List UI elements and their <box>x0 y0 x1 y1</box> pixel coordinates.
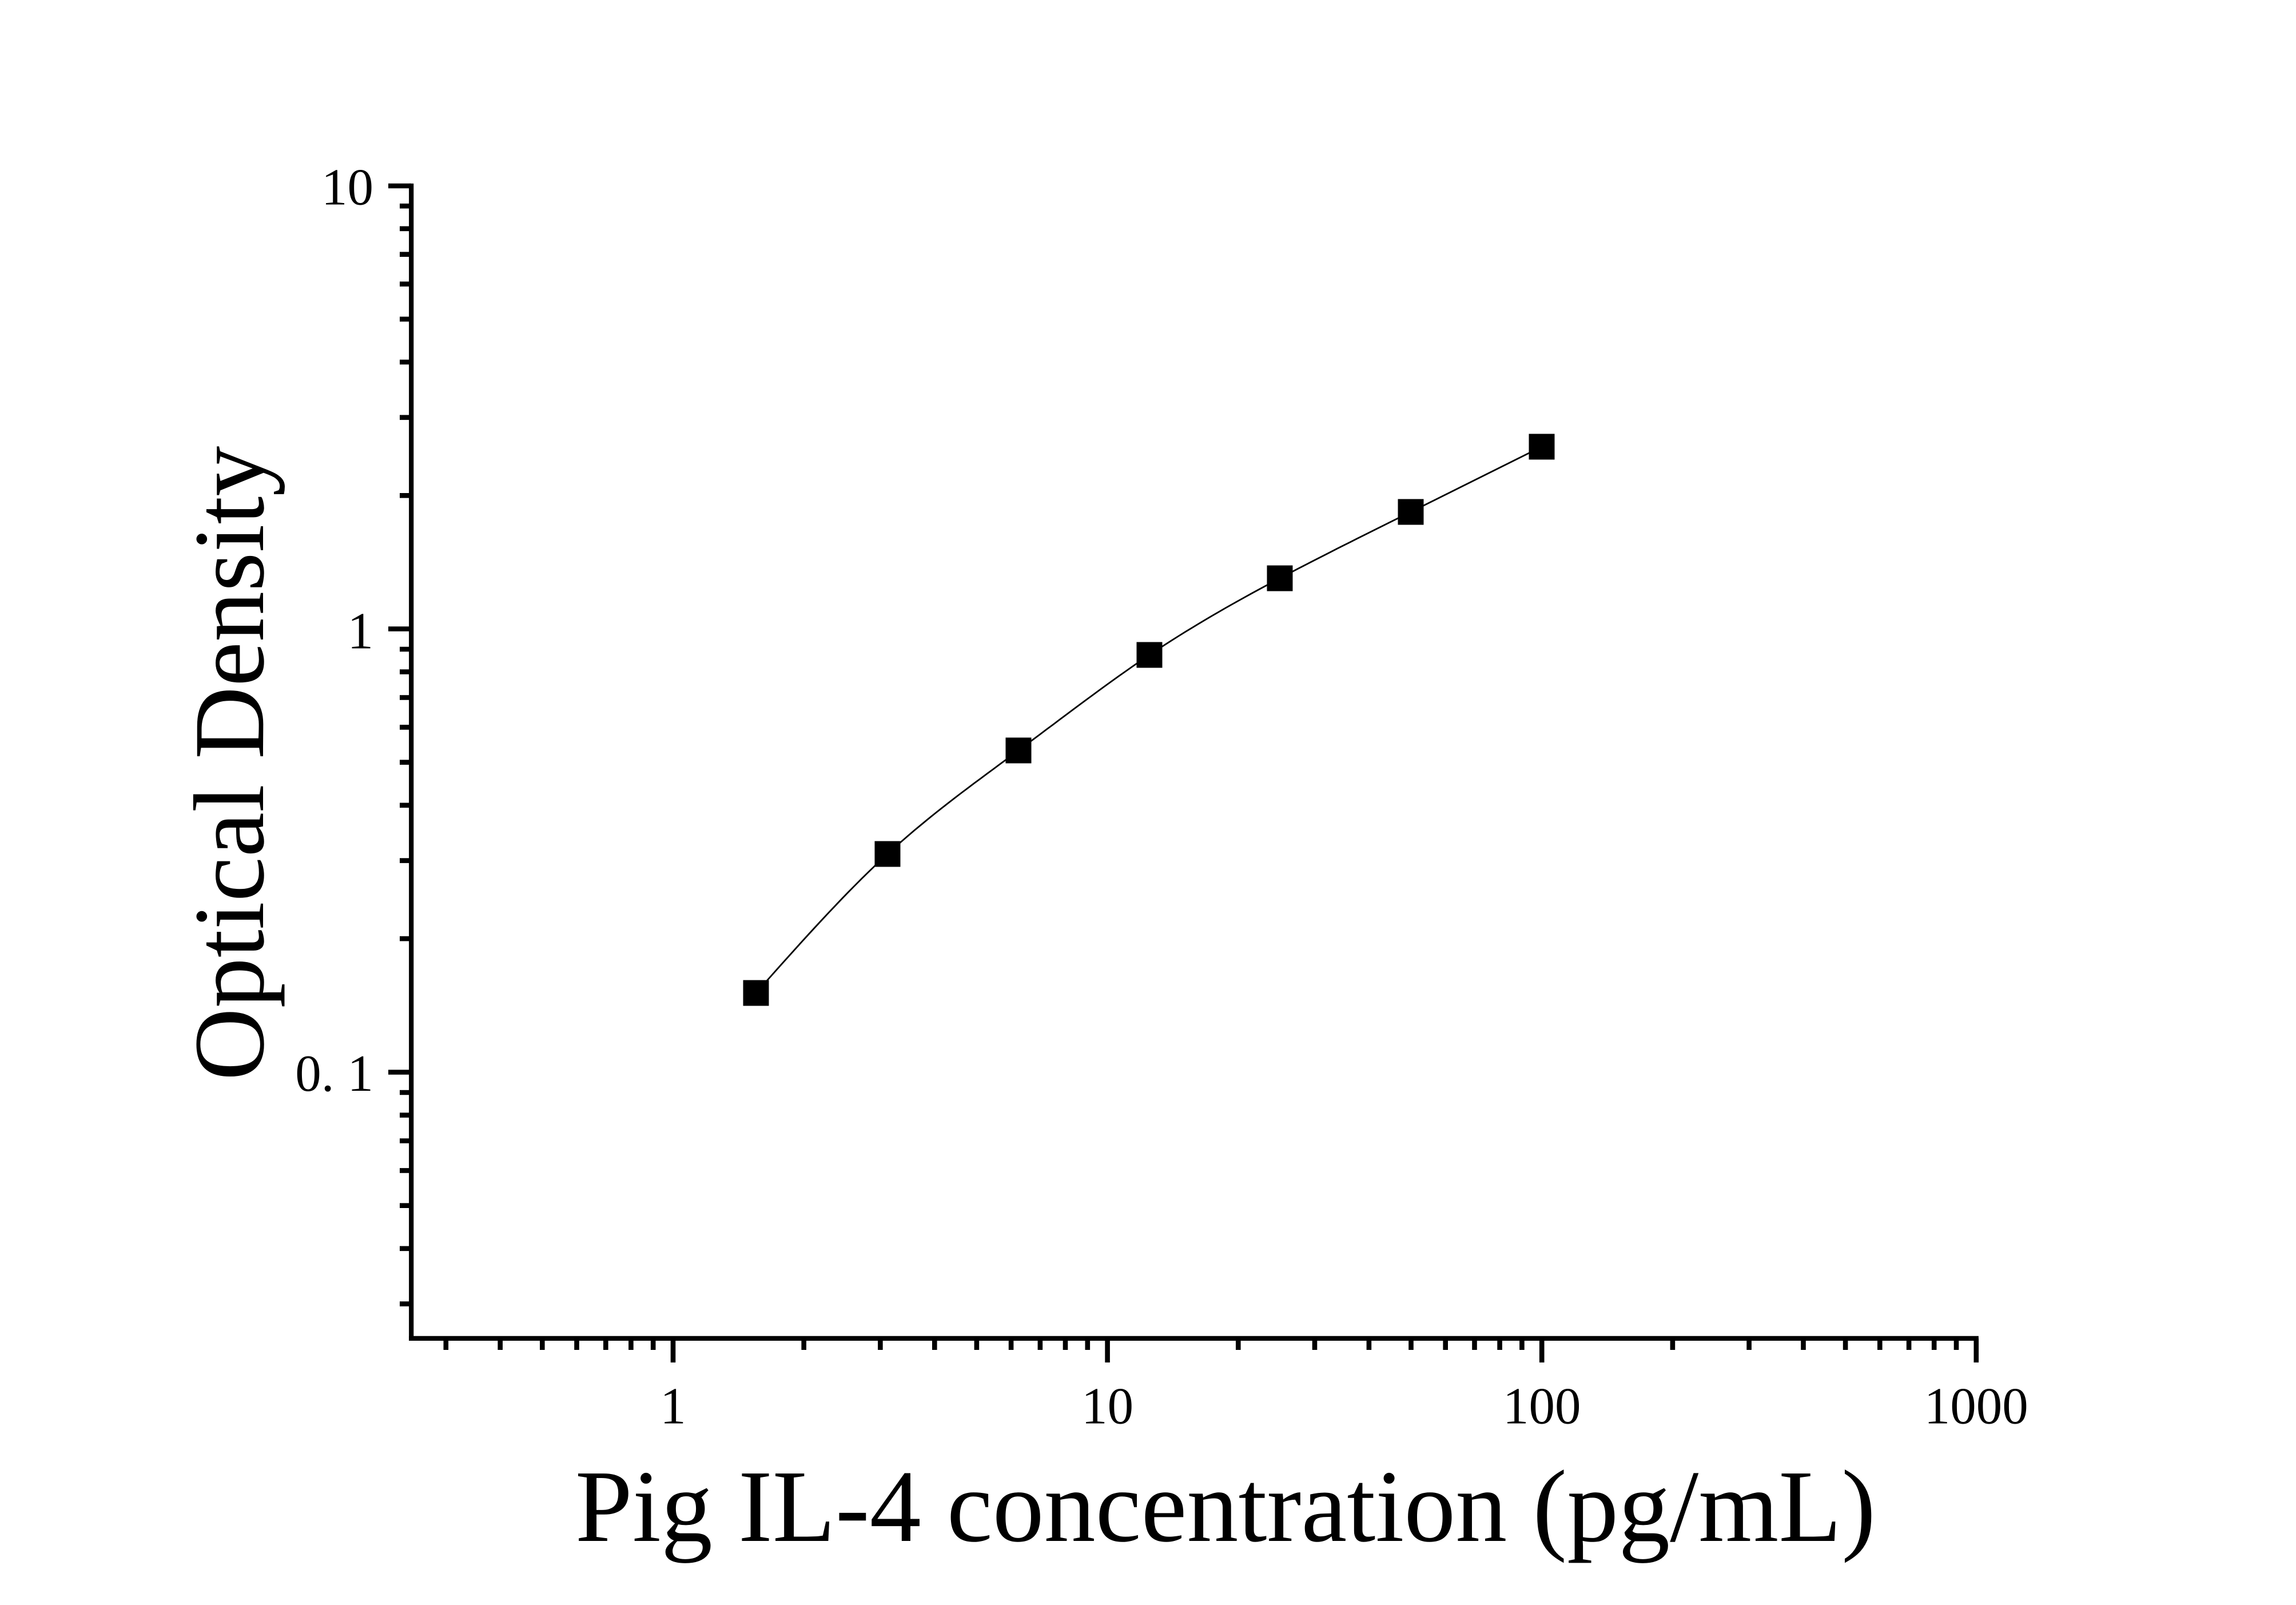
svg-text:10: 10 <box>321 158 373 216</box>
svg-text:Pig IL-4 concentration (pg/mL): Pig IL-4 concentration (pg/mL) <box>575 1449 1876 1563</box>
svg-text:Optical Density: Optical Density <box>174 446 285 1081</box>
svg-text:1: 1 <box>660 1377 686 1435</box>
svg-text:1: 1 <box>348 602 374 660</box>
svg-text:100: 100 <box>1503 1377 1581 1435</box>
svg-text:10: 10 <box>1081 1377 1133 1435</box>
svg-text:1000: 1000 <box>1924 1377 2028 1435</box>
